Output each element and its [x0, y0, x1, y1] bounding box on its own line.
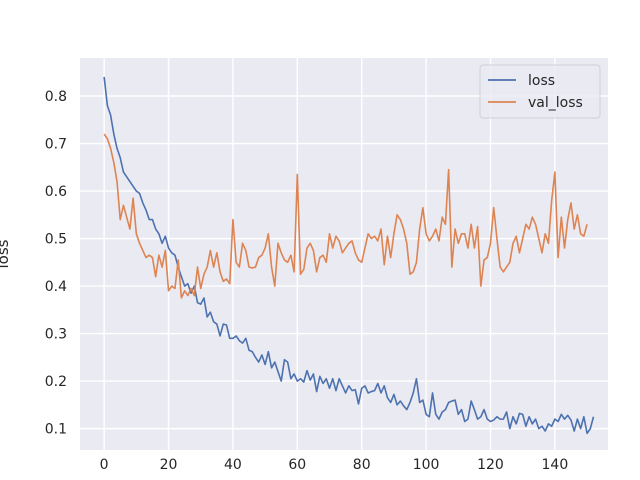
y-tick-label: 0.7: [45, 137, 67, 153]
y-tick-label: 0.2: [45, 374, 67, 390]
y-tick-label: 0.6: [45, 184, 67, 200]
x-tick-label: 20: [160, 457, 178, 473]
x-tick-label: 120: [477, 457, 504, 473]
x-tick-label: 60: [288, 457, 306, 473]
legend-box: [479, 64, 601, 119]
x-tick-label: 40: [224, 457, 242, 473]
legend-label-val_loss: val_loss: [528, 95, 583, 111]
legend: loss val_loss: [479, 64, 601, 119]
x-tick-label: 100: [413, 457, 440, 473]
x-tick-label: 140: [542, 457, 569, 473]
y-tick-label: 0.4: [45, 279, 67, 295]
series-line-val_loss: [103, 133, 588, 299]
y-axis-label: loss: [0, 239, 12, 268]
y-tick-label: 0.1: [45, 422, 67, 438]
y-tick-label: 0.3: [45, 327, 67, 343]
legend-label-loss: loss: [528, 73, 555, 89]
series-layer: [103, 76, 595, 435]
x-tick-label: 80: [353, 457, 371, 473]
y-tick-label: 0.5: [45, 232, 67, 248]
series-line-loss: [103, 76, 595, 435]
y-tick-label: 0.8: [45, 89, 67, 105]
x-tick-label: 0: [100, 457, 109, 473]
tick-layer: 0 20 40 60 80 100 120 140 0.1 0.2 0.3 0.4 0.5 0.6 0.7 0…: [45, 89, 569, 473]
grid-layer: [80, 58, 608, 450]
